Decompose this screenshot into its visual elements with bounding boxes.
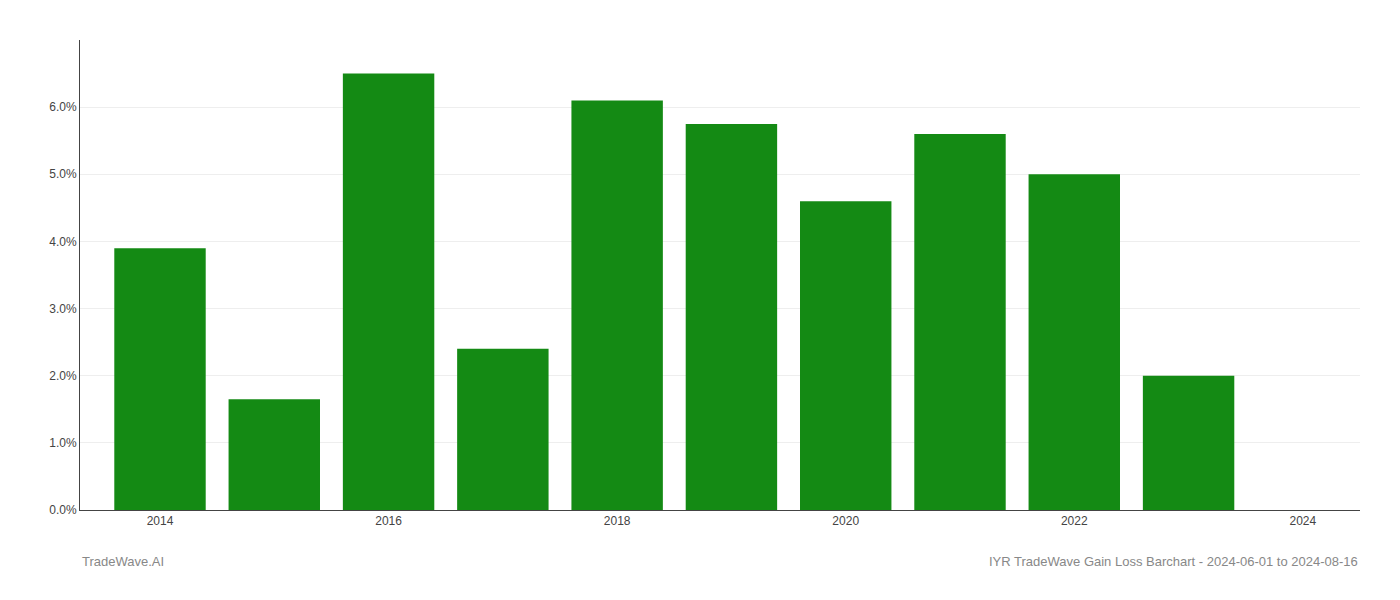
svg-text:2020: 2020 [832, 514, 859, 528]
svg-text:0.0%: 0.0% [49, 503, 77, 517]
svg-text:5.0%: 5.0% [49, 167, 77, 181]
svg-text:2024: 2024 [1290, 514, 1317, 528]
svg-text:2014: 2014 [147, 514, 174, 528]
svg-text:2022: 2022 [1061, 514, 1088, 528]
svg-text:2018: 2018 [604, 514, 631, 528]
svg-text:TradeWave.AI: TradeWave.AI [82, 554, 164, 569]
svg-text:4.0%: 4.0% [49, 235, 77, 249]
svg-text:3.0%: 3.0% [49, 302, 77, 316]
svg-text:2016: 2016 [375, 514, 402, 528]
svg-text:1.0%: 1.0% [49, 436, 77, 450]
svg-text:6.0%: 6.0% [49, 100, 77, 114]
svg-text:IYR TradeWave Gain Loss Barcha: IYR TradeWave Gain Loss Barchart - 2024-… [989, 554, 1358, 569]
svg-text:2.0%: 2.0% [49, 369, 77, 383]
